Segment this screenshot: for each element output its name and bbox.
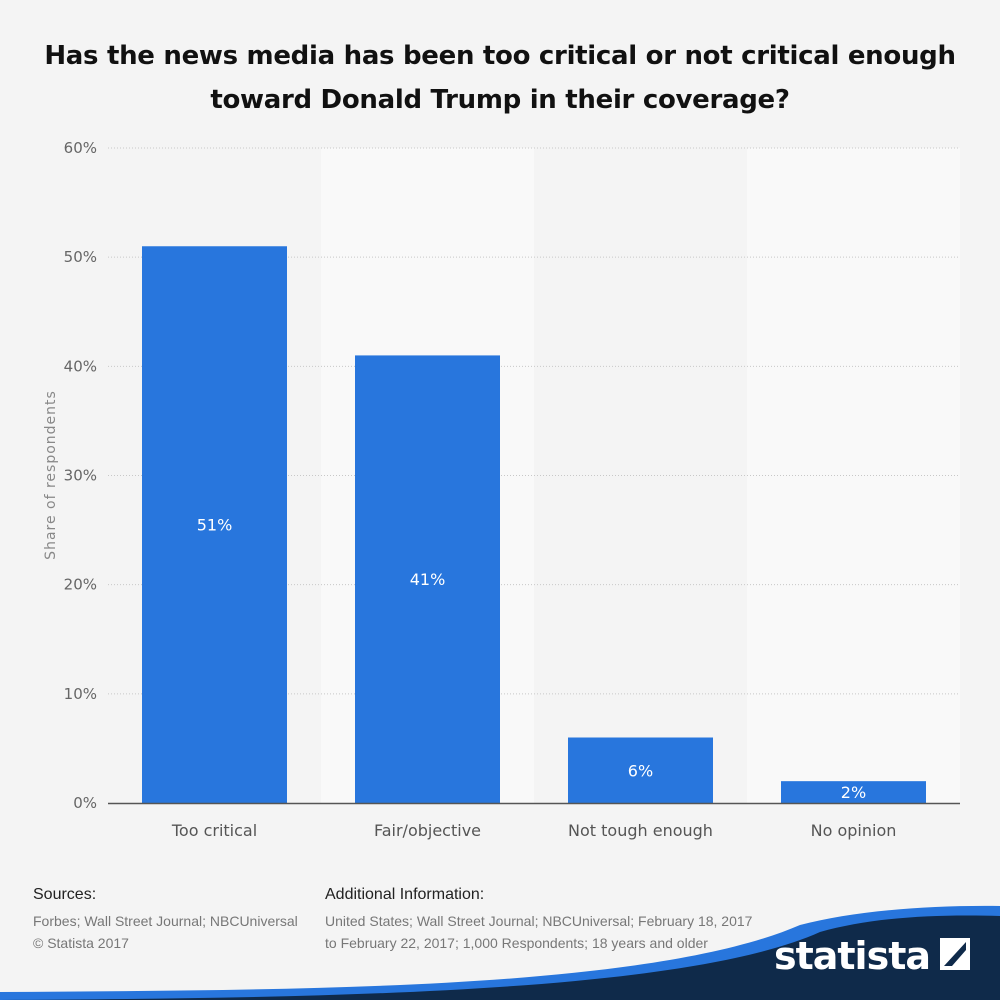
sources-heading: Sources: [33,886,303,904]
data-label: 51% [197,516,233,535]
sources-block: Sources: Forbes; Wall Street Journal; NB… [33,886,303,954]
data-label: 6% [628,761,653,780]
y-tick-label: 0% [73,794,97,812]
y-axis-title: Share of respondents [43,390,59,560]
additional-info-block: Additional Information: United States; W… [325,886,755,954]
sources-line: Forbes; Wall Street Journal; NBCUniversa… [33,910,303,932]
y-tick-label: 60% [64,139,97,157]
y-tick-label: 30% [64,467,97,485]
category-label: Too critical [171,821,257,840]
category-label: Not tough enough [568,821,713,840]
brand-logo-text: statista [774,934,930,978]
additional-info-line: United States; Wall Street Journal; NBCU… [325,910,755,932]
y-tick-label: 50% [64,248,97,266]
additional-info-heading: Additional Information: [325,886,755,904]
plot-band [747,148,960,803]
category-labels: Too critical Fair/objective Not tough enou… [171,821,897,840]
category-label: Fair/objective [374,821,481,840]
data-label: 2% [841,783,866,802]
y-axis-ticks: 0% 10% 20% 30% 40% 50% 60% [64,139,97,812]
additional-info-line: to February 22, 2017; 1,000 Respondents;… [325,932,755,954]
y-tick-label: 10% [64,685,97,703]
category-label: No opinion [811,821,897,840]
y-tick-label: 20% [64,576,97,594]
copyright-line: © Statista 2017 [33,932,303,954]
y-tick-label: 40% [64,357,97,375]
data-label: 41% [410,570,446,589]
